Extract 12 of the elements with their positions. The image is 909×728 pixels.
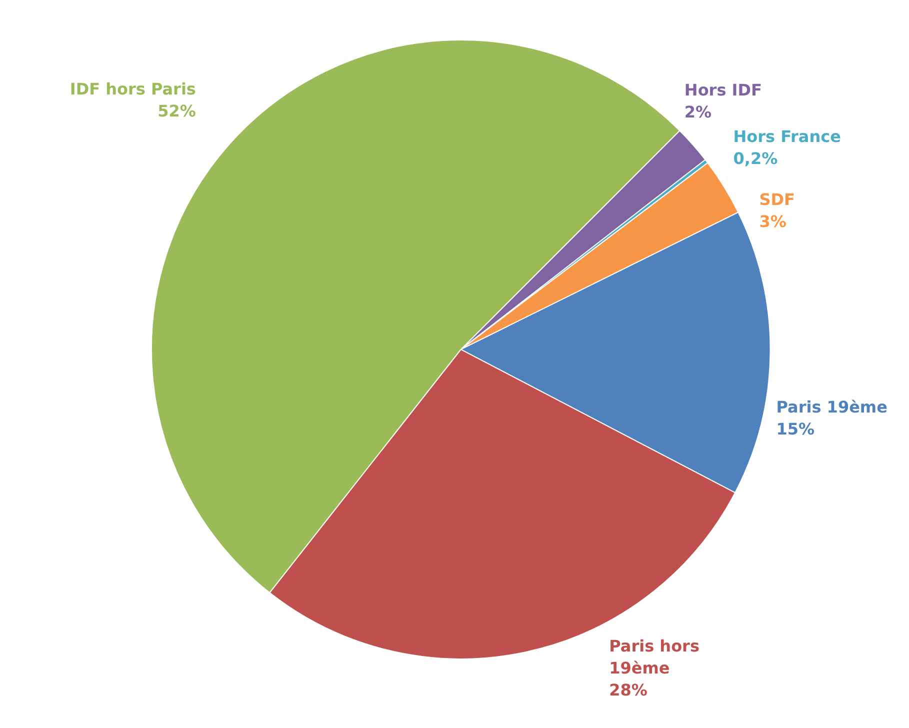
data-label: 15% <box>776 419 815 438</box>
data-label: 3% <box>759 212 786 232</box>
slice-label: Hors France <box>733 127 842 146</box>
data-label: 52% <box>158 102 196 121</box>
slice-label: SDF <box>759 190 795 210</box>
slice-label: Paris 19ème <box>776 397 888 416</box>
slice-label: Paris hors 19ème <box>609 636 706 678</box>
data-label: 28% <box>609 680 648 700</box>
slice-label: Hors IDF <box>684 80 762 100</box>
data-label: 0,2% <box>733 149 778 168</box>
slice-label: IDF hors Paris <box>70 80 196 99</box>
data-label: 2% <box>684 102 712 122</box>
